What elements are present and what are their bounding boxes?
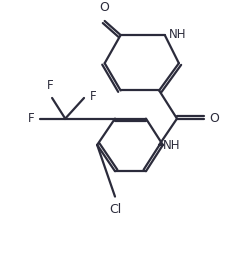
- Text: F: F: [47, 79, 53, 92]
- Text: O: O: [98, 1, 108, 15]
- Text: O: O: [208, 112, 218, 125]
- Text: Cl: Cl: [108, 203, 121, 216]
- Text: F: F: [89, 90, 96, 103]
- Text: F: F: [27, 112, 34, 125]
- Text: NH: NH: [168, 28, 185, 41]
- Text: NH: NH: [162, 139, 180, 152]
